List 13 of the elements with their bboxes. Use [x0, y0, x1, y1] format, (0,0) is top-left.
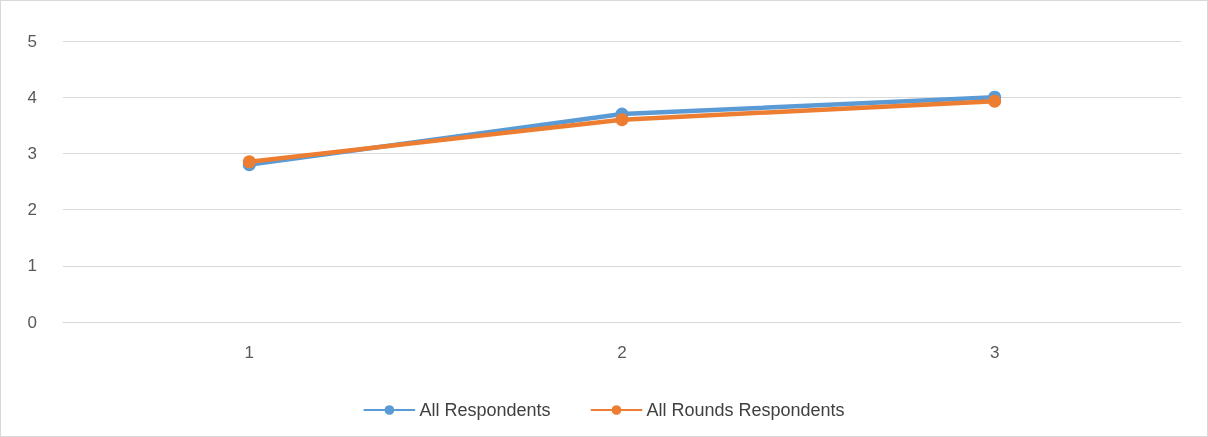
y-tick-label: 3 — [27, 143, 37, 163]
x-tick-label: 1 — [244, 343, 255, 362]
y-tick-label: 1 — [27, 256, 37, 276]
legend-label: All Rounds Respondents — [646, 400, 845, 420]
y-tick-label: 4 — [27, 87, 37, 107]
y-tick-label: 5 — [27, 31, 37, 51]
point — [988, 94, 1002, 108]
point — [615, 113, 629, 127]
x-tick-label: 2 — [617, 343, 627, 362]
x-tick-label: 3 — [989, 343, 1000, 362]
legend-label: All Respondents — [419, 400, 551, 420]
y-tick-label: 2 — [27, 200, 37, 220]
y-tick-label: 0 — [27, 312, 37, 332]
